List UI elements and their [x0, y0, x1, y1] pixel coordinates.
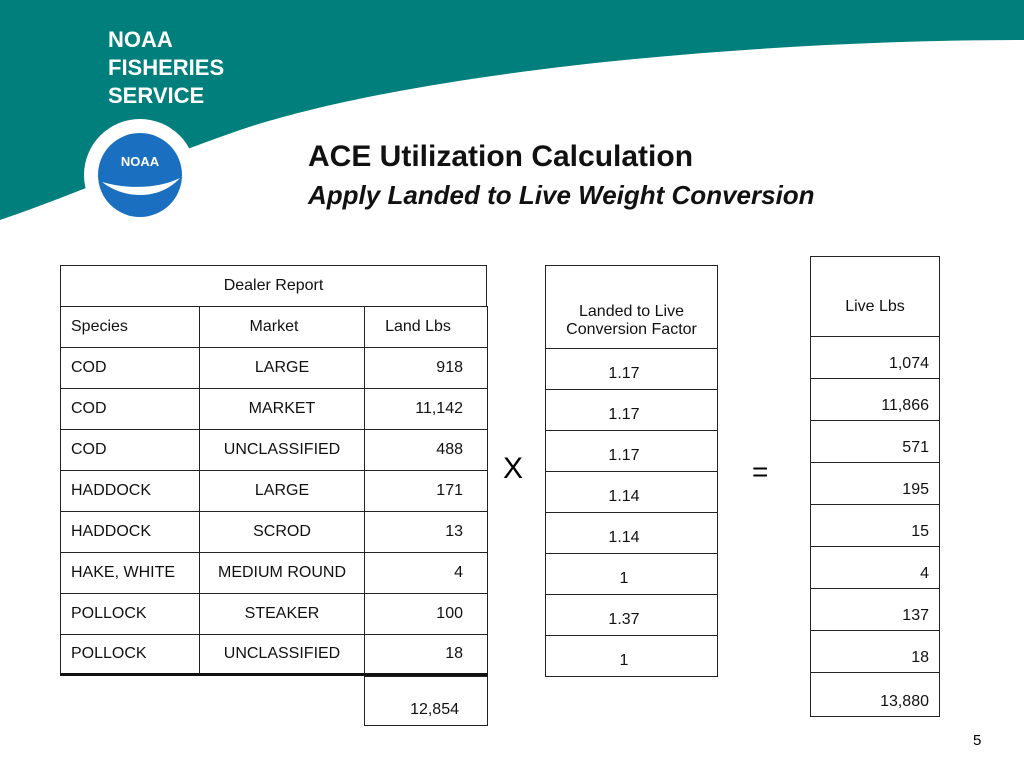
table-cell: POLLOCK — [60, 634, 200, 676]
brand-line: NOAA — [108, 27, 173, 52]
table-cell: STEAKER — [199, 593, 365, 635]
page-number: 5 — [973, 732, 982, 749]
table-cell: SCROD — [199, 511, 365, 553]
table-cell: 1.14 — [545, 471, 718, 513]
table-cell: HADDOCK — [60, 470, 200, 512]
brand-line: FISHERIES — [108, 55, 225, 80]
subtitle: Apply Landed to Live Weight Conversion — [308, 180, 815, 210]
brand-line: SERVICE — [108, 83, 205, 108]
table-cell: 18 — [810, 630, 940, 673]
table-cell: 1 — [545, 635, 718, 677]
table-cell: 1.37 — [545, 594, 718, 636]
header-band: NOAA — [0, 0, 1024, 231]
table-cell: 4 — [810, 546, 940, 589]
table-cell: 1.14 — [545, 512, 718, 554]
table-cell: COD — [60, 429, 200, 471]
table-cell: UNCLASSIFIED — [199, 429, 365, 471]
table-cell: MEDIUM ROUND — [199, 552, 365, 594]
table-caption: Dealer Report — [60, 265, 487, 307]
table-cell: 171 — [364, 470, 488, 512]
table-cell: 100 — [364, 593, 488, 635]
table-cell: 11,142 — [364, 388, 488, 430]
table-cell: POLLOCK — [60, 593, 200, 635]
table-cell: COD — [60, 347, 200, 389]
title: ACE Utilization Calculation — [308, 140, 694, 173]
table-cell: 13 — [364, 511, 488, 553]
table-cell: HADDOCK — [60, 511, 200, 553]
table-cell: 137 — [810, 588, 940, 631]
table-cell: 1.17 — [545, 389, 718, 431]
logo-text: NOAA — [121, 154, 160, 169]
table-cell: UNCLASSIFIED — [199, 634, 365, 676]
column-header: Landed to Live Conversion Factor — [545, 265, 718, 349]
table-cell: 18 — [364, 634, 488, 676]
times: X — [503, 452, 524, 485]
table-cell: 15 — [810, 504, 940, 547]
brand: NOAA FISHERIES SERVICE — [108, 26, 224, 110]
table-cell: LARGE — [199, 470, 365, 512]
table-cell: 488 — [364, 429, 488, 471]
table-cell: LARGE — [199, 347, 365, 389]
column-header: Market — [199, 306, 365, 348]
table-cell: 571 — [810, 420, 940, 463]
column-header: Live Lbs — [810, 256, 940, 337]
table-cell: MARKET — [199, 388, 365, 430]
table-cell: 1 — [545, 553, 718, 595]
column-header: Land Lbs — [364, 306, 488, 348]
column-header: Species — [60, 306, 200, 348]
table-cell: 1.17 — [545, 348, 718, 390]
equals: = — [752, 456, 769, 487]
total: 13,880 — [810, 672, 940, 717]
total: 12,854 — [364, 676, 488, 726]
table-cell: COD — [60, 388, 200, 430]
table-cell: 195 — [810, 462, 940, 505]
table-cell: 918 — [364, 347, 488, 389]
table-cell: 11,866 — [810, 378, 940, 421]
table-cell: 4 — [364, 552, 488, 594]
table-cell: HAKE, WHITE — [60, 552, 200, 594]
table-cell: 1,074 — [810, 336, 940, 379]
table-cell: 1.17 — [545, 430, 718, 472]
